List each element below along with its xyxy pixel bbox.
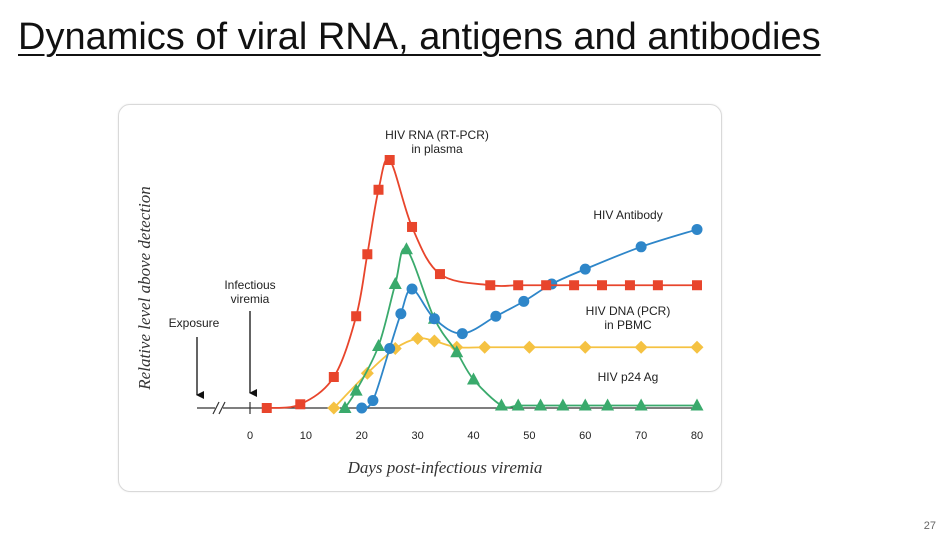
data-point-circle	[490, 310, 502, 322]
x-tick-label: 50	[523, 430, 535, 442]
data-point-circle	[367, 395, 379, 407]
series-label-line: in PBMC	[604, 318, 652, 332]
data-point-triangle	[372, 339, 386, 351]
series-label-line: HIV RNA (RT-PCR)	[385, 128, 489, 142]
data-point-diamond	[634, 340, 648, 354]
data-point-square	[295, 399, 306, 410]
data-point-circle	[579, 263, 591, 275]
data-point-diamond	[522, 340, 536, 354]
data-point-diamond	[411, 332, 425, 346]
data-point-square	[541, 280, 552, 291]
data-point-triangle	[338, 401, 352, 413]
data-point-triangle	[511, 398, 525, 411]
data-point-diamond	[427, 334, 441, 348]
y-axis-title: Relative level above detection	[135, 186, 154, 390]
x-tick-label: 0	[247, 430, 253, 442]
page-number: 27	[923, 520, 936, 532]
series-hiv-antibody	[356, 223, 703, 414]
data-point-square	[513, 280, 524, 291]
annotation-infectious-label: Infectious	[224, 278, 275, 292]
series-label-hiv-antibody: HIV Antibody	[593, 208, 662, 222]
x-tick-label: 40	[467, 430, 479, 442]
data-point-circle	[384, 342, 396, 354]
axis-break-mark	[212, 401, 220, 415]
data-point-triangle	[556, 398, 570, 411]
data-point-circle	[428, 313, 440, 325]
data-point-circle	[356, 402, 368, 414]
data-point-diamond	[478, 340, 492, 354]
x-tick-label: 60	[579, 430, 591, 442]
data-point-circle	[635, 241, 647, 253]
data-point-triangle	[690, 398, 704, 411]
data-point-square	[373, 184, 384, 195]
data-point-triangle	[494, 398, 508, 411]
data-point-square	[362, 249, 373, 260]
data-point-circle	[406, 283, 418, 295]
data-point-triangle	[349, 383, 363, 396]
data-point-square	[261, 403, 272, 413]
data-point-triangle	[467, 372, 480, 385]
data-point-circle	[691, 223, 703, 235]
series-hiv-p24-ag	[338, 242, 704, 413]
data-point-square	[569, 280, 580, 291]
series-label-line: in plasma	[411, 142, 463, 156]
x-tick-label: 70	[635, 430, 647, 442]
series-label-hiv-dna-pcr-in-pbmc: HIV DNA (PCR) in PBMC	[586, 304, 671, 332]
data-point-triangle	[634, 398, 648, 411]
data-point-square	[328, 372, 339, 382]
data-point-square	[652, 280, 663, 291]
axis-break-mark	[218, 401, 226, 415]
data-point-triangle	[534, 398, 548, 411]
data-point-square	[384, 155, 395, 165]
x-tick-label: 20	[356, 430, 368, 442]
data-point-square	[597, 280, 608, 291]
data-point-circle	[395, 308, 407, 320]
x-tick-label: 30	[412, 430, 424, 442]
data-point-square	[692, 280, 702, 291]
data-point-triangle	[388, 277, 402, 289]
data-point-circle	[518, 295, 530, 307]
data-point-triangle	[601, 398, 615, 411]
series-hiv-dna-pcr-in-pbmc	[327, 332, 704, 415]
data-point-square	[434, 269, 445, 280]
data-point-diamond	[578, 340, 592, 354]
slide-title: Dynamics of viral RNA, antigens and anti…	[18, 16, 821, 58]
data-point-square	[407, 221, 418, 232]
data-point-square	[485, 280, 496, 291]
series-label-hiv-p24-ag: HIV p24 Ag	[598, 370, 659, 384]
series-line	[344, 247, 697, 409]
annotation-exposure-label: Exposure	[169, 316, 220, 330]
series-hiv-rna-rt-pcr-in-plasma	[261, 155, 702, 413]
data-point-triangle	[399, 242, 413, 255]
data-point-triangle	[578, 398, 592, 411]
chart-card: 0 10 20 30 40 50 60 70 80 Days post-infectious vi…	[118, 104, 722, 492]
data-point-square	[624, 280, 635, 291]
data-point-square	[351, 311, 362, 322]
x-tick-label: 80	[691, 430, 703, 442]
series-label-line: HIV DNA (PCR)	[586, 304, 671, 318]
x-tick-label: 10	[300, 430, 312, 442]
annotation-viremia-label: viremia	[231, 292, 270, 306]
data-point-diamond	[690, 340, 704, 354]
line-chart: 0 10 20 30 40 50 60 70 80 Days post-infectious vi…	[135, 128, 704, 477]
data-point-circle	[456, 328, 468, 340]
data-point-diamond	[327, 401, 341, 415]
series-label-hiv-rna-rt-pcr-in-plasma: HIV RNA (RT-PCR) in plasma	[385, 128, 489, 156]
x-axis-title: Days post-infectious viremia	[347, 458, 543, 477]
data-point-triangle	[450, 345, 464, 358]
